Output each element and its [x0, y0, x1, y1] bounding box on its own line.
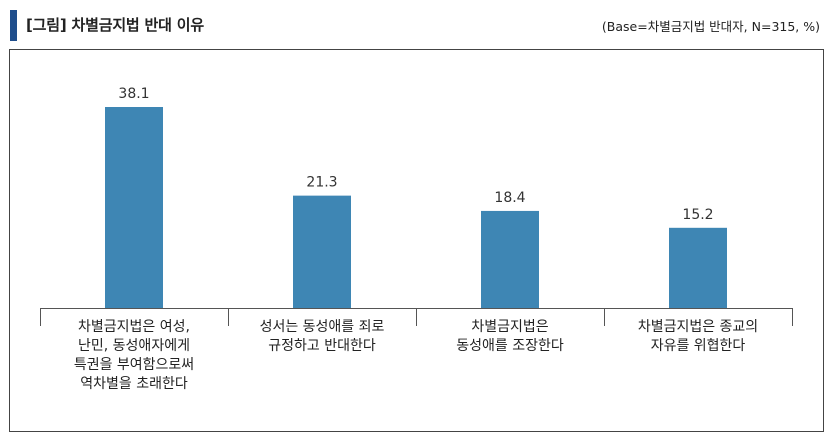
- category-label: 성서는 동성애를 죄로 규정하고 반대한다: [259, 319, 385, 354]
- category-label: 차별금지법은 종교의 자유를 위협한다: [637, 319, 759, 354]
- base-note: (Base=차별금지법 반대자, N=315, %): [601, 19, 820, 34]
- bar: [293, 195, 351, 308]
- bar: [669, 227, 727, 308]
- chart-frame: [9, 49, 824, 432]
- category-label: 차별금지법은 동성애를 조장한다: [456, 319, 564, 354]
- bar-value-label: 15.2: [682, 207, 713, 223]
- bar: [105, 107, 163, 308]
- category-label: 차별금지법은 여성, 난민, 동성애자에게 특권을 부여함으로써 역차별을 초래…: [73, 319, 195, 392]
- title-accent-bar: [10, 10, 17, 41]
- chart-title: [그림] 차별금지법 반대 이유: [26, 16, 204, 34]
- bar-value-label: 21.3: [306, 175, 337, 191]
- bar-value-label: 18.4: [494, 190, 525, 206]
- bar-value-label: 38.1: [118, 86, 149, 102]
- bar: [481, 210, 539, 308]
